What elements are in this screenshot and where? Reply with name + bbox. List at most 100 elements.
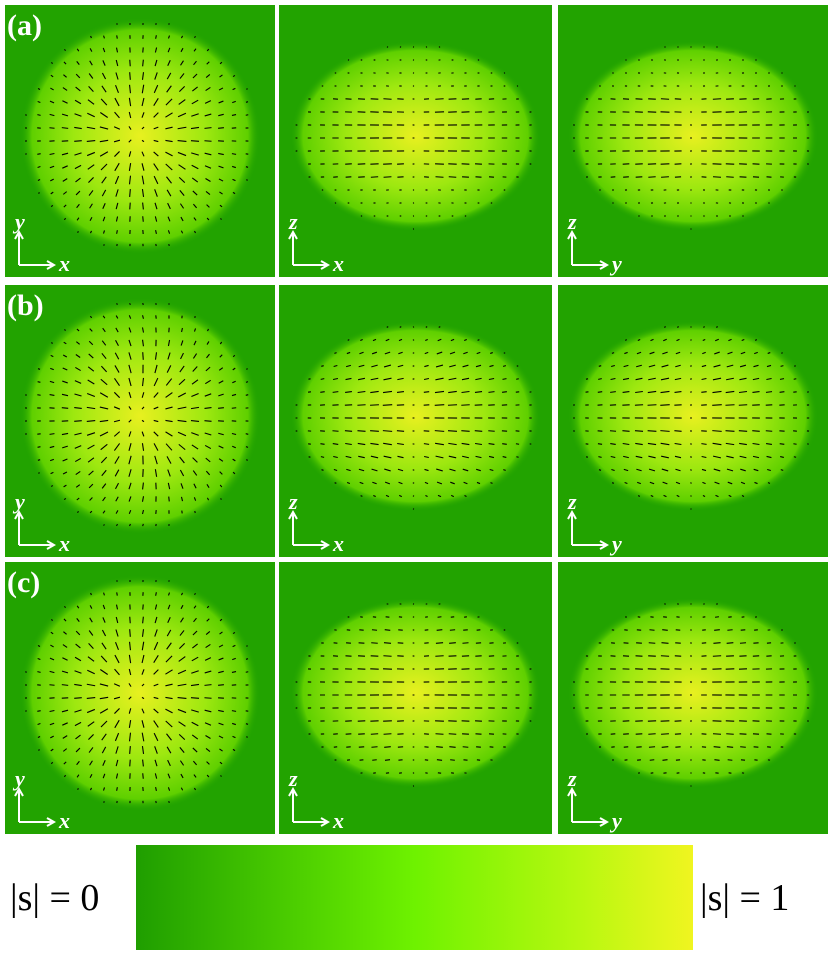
field-vector [739,377,747,381]
field-vector [191,164,199,170]
field-vector [345,391,352,393]
field-vector [142,523,144,527]
field-vector [218,152,224,156]
field-vector [245,166,249,168]
field-vector [167,216,171,222]
axis-label-vertical: y [12,489,25,514]
field-vector [192,366,198,372]
field-vector [220,775,222,777]
field-vector [740,481,746,485]
field-vector [435,442,444,446]
field-vector [727,351,733,355]
field-vector [622,430,630,432]
field-vector [370,390,379,394]
field-vector [142,773,144,779]
field-vector [100,112,108,118]
field-vector [62,657,68,661]
field-vector [116,230,118,234]
field-vector [218,722,224,726]
field-vector [725,390,735,394]
field-vector [779,443,785,445]
field-magnitude [568,598,818,788]
field-vector [383,176,392,178]
field-vector [232,458,236,462]
field-vector [647,404,657,406]
field-vector [37,166,41,168]
field-vector [218,407,224,409]
field-vector [37,446,41,448]
field-vector [37,723,41,725]
field-vector [100,720,108,728]
field-vector [610,377,616,381]
field-vector [154,773,158,779]
field-vector [396,391,405,393]
field-vector [752,442,760,446]
axis-label-vertical: y [12,209,25,234]
field-vector [701,377,707,381]
field-vector [177,112,187,118]
field-vector [63,341,67,345]
field-vector [712,404,722,406]
colorbar [136,845,693,950]
field-vector [191,709,199,713]
field-vector [461,442,470,446]
field-vector [437,494,442,498]
field-vector [767,352,771,354]
field-vector [780,456,784,458]
field-vector [476,481,481,485]
field-vector [232,644,236,648]
axis-label-horizontal: x [58,808,70,833]
field-vector [49,709,55,713]
field-vector [168,496,170,502]
field-vector [128,151,132,157]
field-vector [180,216,184,222]
field-vector [371,629,378,631]
field-vector [153,406,159,410]
field-vector [37,368,41,370]
field-vector [219,484,223,488]
field-vector [89,216,93,222]
field-vector [153,641,159,651]
field-vector [141,629,145,637]
field-vector [101,469,107,477]
field-vector [129,746,131,754]
field-vector [128,327,132,333]
field-vector [463,338,468,342]
field-vector [675,351,681,355]
field-vector [712,733,722,735]
field-vector [360,338,363,342]
field-vector [178,656,186,662]
field-vector [662,351,668,355]
field-vector [100,365,108,373]
field-vector [102,203,106,209]
field-vector [86,126,96,130]
field-vector [371,746,378,748]
field-vector [611,482,615,484]
field-vector [179,630,185,636]
field-vector [398,481,403,485]
field-vector [360,495,363,497]
field-vector [434,404,445,406]
field-vector [75,354,81,358]
field-vector [37,381,41,383]
field-vector [129,84,131,94]
field-vector [193,60,197,66]
field-vector [205,470,211,476]
field-vector [462,455,469,459]
field-magnitude [568,321,818,511]
field-vector [102,60,106,66]
field-vector [167,339,171,347]
field-vector [165,720,173,728]
field-vector [101,176,107,184]
field-vector [423,443,430,445]
field-vector [663,338,667,342]
field-vector [165,139,173,143]
field-vector [232,471,236,475]
field-vector [399,326,402,328]
field-vector [89,60,93,66]
field-vector [114,708,120,714]
field-vector [193,605,197,609]
field-vector [88,86,94,92]
field-vector [154,72,158,80]
field-vector [116,303,118,305]
